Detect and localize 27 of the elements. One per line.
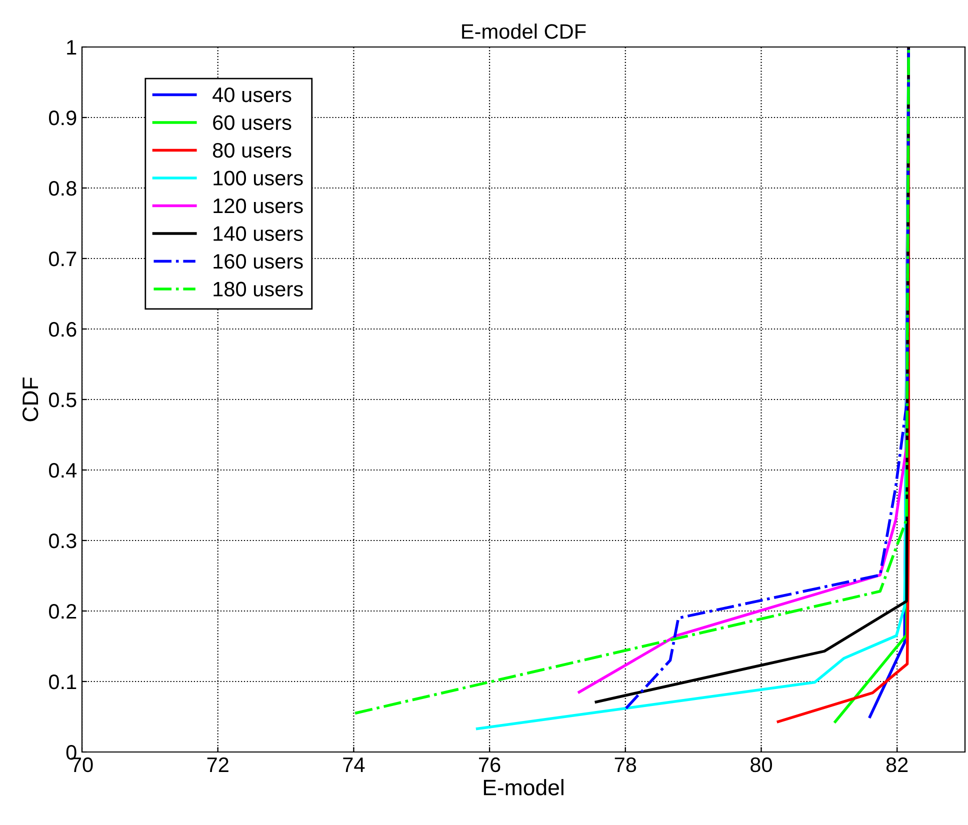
y-tick-label: 0.4 <box>48 463 77 478</box>
x-tick-label: 72 <box>207 757 228 772</box>
legend-label: 140 users <box>214 226 303 241</box>
legend-label: 120 users <box>214 198 303 214</box>
y-tick-label: 0.5 <box>48 392 76 408</box>
y-axis-title: CDF <box>22 378 38 422</box>
x-tick-label: 76 <box>479 757 500 772</box>
x-tick-label: 74 <box>343 758 365 772</box>
y-tick-label: 0.8 <box>48 181 76 196</box>
x-tick-label: 80 <box>750 757 772 772</box>
legend-label: 40 users <box>212 87 292 102</box>
chart-title: E-model CDF <box>462 24 586 39</box>
x-tick-label: 78 <box>614 757 636 772</box>
y-tick-label: 0.6 <box>48 322 76 337</box>
y-tick-label: 0.3 <box>48 534 76 548</box>
y-tick-label: 0.1 <box>48 674 76 690</box>
y-tick-label: 1 <box>67 40 76 55</box>
x-tick-label: 82 <box>886 757 908 772</box>
legend-label: 100 users <box>214 170 303 186</box>
legend-label: 180 users <box>214 282 303 296</box>
legend-label: 60 users <box>213 115 292 130</box>
y-tick-label: 0.9 <box>48 110 76 126</box>
y-tick-label: 0.7 <box>48 252 76 266</box>
x-axis-title: E-model <box>484 779 564 796</box>
legend-label: 160 users <box>214 254 303 269</box>
legend-label: 80 users <box>212 142 292 158</box>
y-tick-label: 0.2 <box>48 604 76 619</box>
